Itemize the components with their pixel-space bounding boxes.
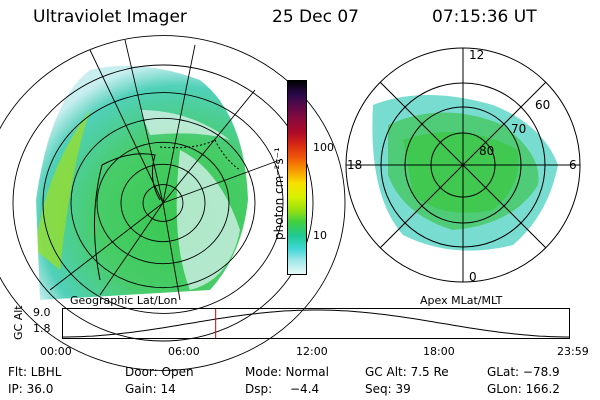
right-panel-label: Apex MLat/MLT xyxy=(420,294,503,307)
colorbar-tick-10: 10 xyxy=(313,229,327,242)
lat-label-70: 70 xyxy=(511,122,526,136)
info-ip: IP: 36.0 xyxy=(8,382,54,396)
info-seq: Seq: 39 xyxy=(365,382,411,396)
altitude-ytick-high: 9.0 xyxy=(33,306,51,319)
mlt-label-right: 6 xyxy=(569,158,577,172)
app-title: Ultraviolet Imager xyxy=(33,7,187,27)
altitude-ylabel: GC Alt xyxy=(12,305,25,340)
date-label: 25 Dec 07 xyxy=(272,7,359,27)
left-panel-label: Geographic Lat/Lon xyxy=(70,294,178,307)
lat-label-80: 80 xyxy=(479,144,494,158)
info-door: Door: Open xyxy=(125,365,194,379)
info-mode: Mode: Normal xyxy=(245,365,329,379)
info-dsp-value: −4.4 xyxy=(290,382,320,396)
info-gain: Gain: 14 xyxy=(125,382,176,396)
lat-label-60: 60 xyxy=(535,98,550,112)
info-filter: Flt: LBHL xyxy=(8,365,62,379)
mlt-label-bottom: 0 xyxy=(469,270,477,284)
geographic-image xyxy=(0,35,346,371)
info-glat: GLat: −78.9 xyxy=(487,365,560,379)
altitude-plot xyxy=(62,308,570,339)
mlt-label-top: 12 xyxy=(469,48,484,62)
colorbar-unit-label: photon cm⁻²s⁻¹ xyxy=(272,147,286,240)
altitude-xtick-0: 00:00 xyxy=(40,345,72,358)
colorbar xyxy=(287,80,307,275)
altitude-xtick-2: 12:00 xyxy=(296,345,328,358)
info-glon: GLon: 166.2 xyxy=(487,382,560,396)
altitude-xtick-3: 18:00 xyxy=(423,345,455,358)
mlt-label-left: 18 xyxy=(347,158,362,172)
time-label: 07:15:36 UT xyxy=(432,7,537,27)
altitude-xtick-4: 23:59 xyxy=(557,345,589,358)
info-dsp-label: Dsp: xyxy=(245,382,273,396)
magnetic-polar-plot: 12 18 6 0 60 70 80 xyxy=(345,47,581,284)
altitude-xtick-1: 06:00 xyxy=(168,345,200,358)
info-gc-alt: GC Alt: 7.5 Re xyxy=(365,365,449,379)
altitude-ytick-low: 1.8 xyxy=(33,322,51,335)
colorbar-tick-100: 100 xyxy=(313,141,334,154)
